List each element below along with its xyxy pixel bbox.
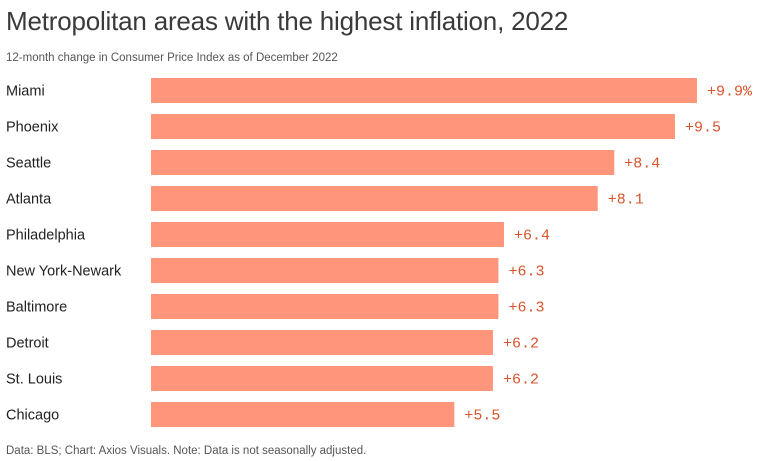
value-label: +9.9%	[707, 84, 753, 101]
value-label: +6.2	[503, 336, 539, 353]
bar-row: Seattle +8.4	[6, 150, 660, 175]
value-label: +8.1	[608, 192, 644, 209]
bar-row: Chicago +5.5	[6, 402, 500, 427]
value-label: +5.5	[464, 408, 500, 425]
bar	[151, 186, 598, 211]
bar	[151, 150, 615, 175]
bar-row: Baltimore +6.3	[6, 294, 544, 319]
chart-footer: Data: BLS; Chart: Axios Visuals. Note: D…	[6, 445, 367, 457]
value-label: +6.2	[503, 372, 539, 389]
category-label: Atlanta	[6, 192, 52, 208]
bar-row: Philadelphia +6.4	[6, 222, 550, 247]
category-label: Detroit	[6, 336, 49, 352]
value-label: +6.4	[514, 228, 550, 245]
category-label: Chicago	[6, 408, 59, 424]
bar	[151, 114, 675, 139]
chart-title: Metropolitan areas with the highest infl…	[6, 6, 569, 36]
category-label: Baltimore	[6, 300, 67, 316]
bar	[151, 366, 493, 391]
bar-row: Phoenix +9.5	[6, 114, 721, 139]
category-label: St. Louis	[6, 372, 62, 388]
category-label: New York-Newark	[6, 264, 122, 280]
value-label: +8.4	[624, 156, 660, 173]
bar-row: Atlanta +8.1	[6, 186, 644, 211]
value-label: +9.5	[685, 120, 721, 137]
bar-row: New York-Newark +6.3	[6, 258, 544, 283]
bar	[151, 330, 493, 355]
value-label: +6.3	[508, 300, 544, 317]
bar	[151, 258, 499, 283]
category-label: Phoenix	[6, 120, 59, 136]
bar	[151, 222, 504, 247]
bar-chart: Miami +9.9% Phoenix +9.5 Seattle +8.4 Atlanta +…	[6, 78, 753, 427]
bars-layer: Miami +9.9% Phoenix +9.5 Seattle +8.4 Atlanta +…	[6, 78, 753, 427]
bar-row: Detroit +6.2	[6, 330, 539, 355]
category-label: Seattle	[6, 156, 51, 172]
bar-row: Miami +9.9%	[6, 78, 753, 103]
bar	[151, 294, 499, 319]
value-label: +6.3	[508, 264, 544, 281]
category-label: Philadelphia	[6, 228, 86, 244]
chart-subtitle: 12-month change in Consumer Price Index …	[6, 52, 338, 64]
bar	[151, 78, 697, 103]
bar-row: St. Louis +6.2	[6, 366, 539, 391]
category-label: Miami	[6, 84, 45, 100]
bar	[151, 402, 455, 427]
